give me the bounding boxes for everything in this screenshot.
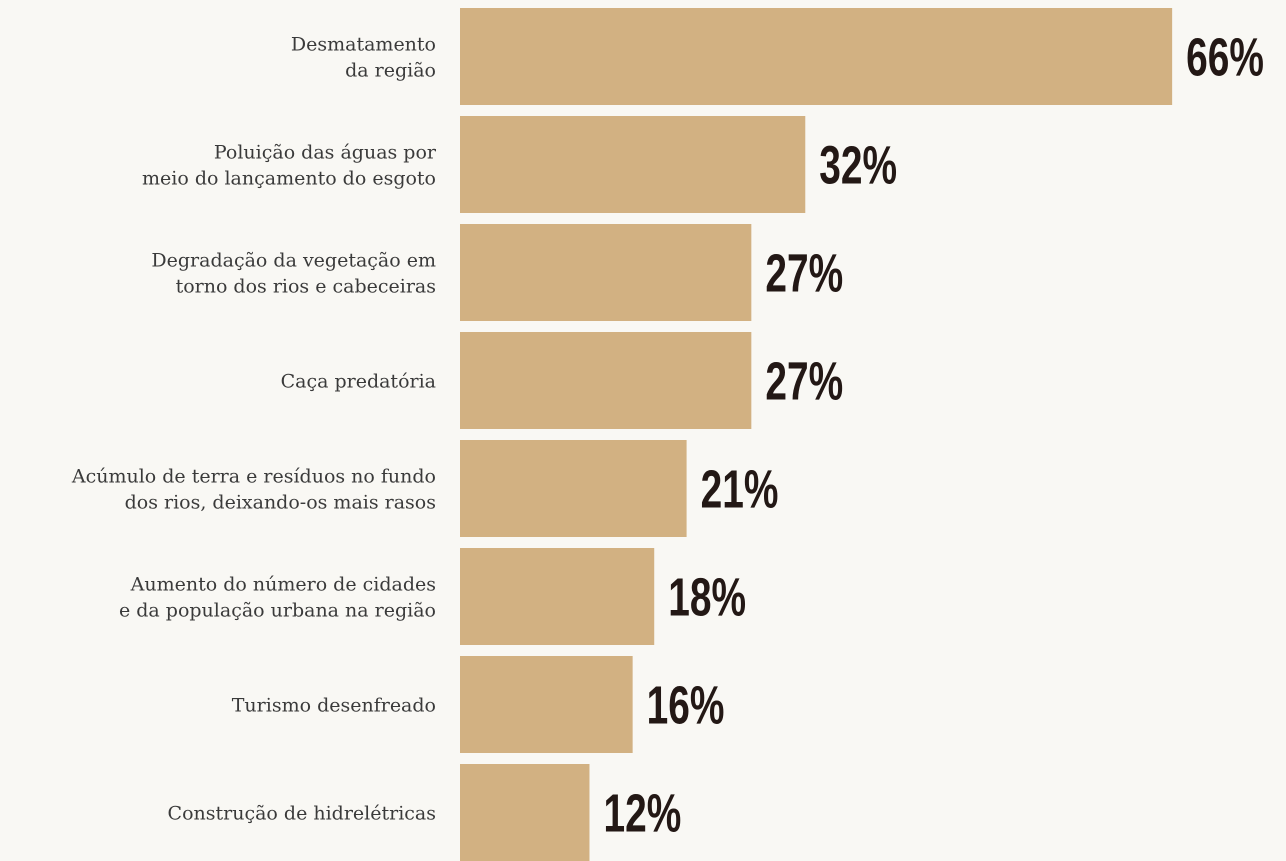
bar — [460, 656, 633, 753]
value-label-group: 32% — [819, 134, 897, 195]
category-label: Poluição das águas por — [214, 142, 437, 164]
value-label: 16% — [647, 674, 725, 735]
value-label: 66% — [1186, 26, 1264, 87]
value-label-group: 27% — [765, 350, 843, 411]
value-label: 12% — [603, 782, 681, 843]
category-label: Construção de hidrelétricas — [168, 803, 436, 825]
category-label: Acúmulo de terra e resíduos no fundo — [71, 466, 436, 488]
value-label-group: 27% — [765, 242, 843, 303]
category-label: Degradação da vegetação em — [151, 250, 436, 272]
category-label: Aumento do número de cidades — [130, 574, 436, 596]
category-label: Turismo desenfreado — [232, 695, 436, 717]
bar — [460, 8, 1173, 105]
value-label-group: 12% — [603, 782, 681, 843]
value-label-group: 66% — [1186, 26, 1264, 87]
bar — [460, 764, 590, 861]
bar — [460, 116, 806, 213]
category-label: dos rios, deixando-os mais rasos — [125, 492, 436, 514]
bar — [460, 224, 752, 321]
category-label: Caça predatória — [281, 371, 436, 393]
value-label-group: 16% — [647, 674, 725, 735]
category-label: da região — [345, 60, 436, 82]
value-label-group: 18% — [668, 566, 746, 627]
value-label: 18% — [668, 566, 746, 627]
value-label-group: 21% — [701, 458, 779, 519]
bar — [460, 332, 752, 429]
category-label: e da população urbana na região — [119, 600, 436, 622]
bar — [460, 440, 687, 537]
category-label: meio do lançamento do esgoto — [142, 168, 436, 190]
category-label: torno dos rios e cabeceiras — [176, 276, 436, 298]
category-label: Desmatamento — [291, 34, 436, 56]
value-label: 27% — [765, 242, 843, 303]
value-label: 32% — [819, 134, 897, 195]
value-label: 27% — [765, 350, 843, 411]
bar — [460, 548, 655, 645]
value-label: 21% — [701, 458, 779, 519]
